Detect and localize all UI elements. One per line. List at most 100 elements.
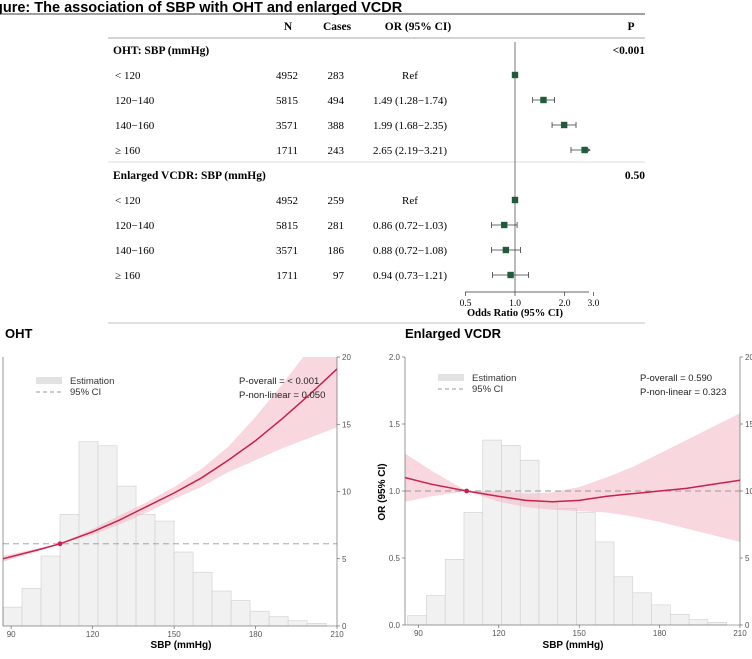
forest-point-estimate bbox=[560, 121, 568, 129]
oht-p-nonlinear: P-non-linear = 0.050 bbox=[239, 390, 325, 401]
forest-row-cases: 283 bbox=[328, 70, 345, 82]
vcdr-x-axis-label: SBP (mmHg) bbox=[543, 640, 604, 651]
oht-right-tick-label: 20 bbox=[342, 354, 351, 362]
oht-reference-point bbox=[57, 541, 63, 547]
vcdr-y-axis-label: OR (95% CI) bbox=[377, 463, 388, 520]
oht-histogram-bar bbox=[21, 588, 42, 627]
vcdr-legend-estimation: Estimation bbox=[472, 373, 516, 384]
vcdr-reference-point bbox=[464, 488, 470, 494]
group-label-oht: OHT: SBP (mmHg) bbox=[113, 45, 209, 57]
oht-right-tick-label: 10 bbox=[342, 488, 351, 497]
vcdr-ci-band bbox=[405, 413, 740, 542]
group-p-vcdr: 0.50 bbox=[625, 170, 645, 182]
forest-x-tick-label: 1.0 bbox=[509, 299, 521, 309]
oht-histogram-bar bbox=[306, 623, 327, 627]
vcdr-p-nonlinear: P-non-linear = 0.323 bbox=[640, 387, 726, 398]
vcdr-legend-ci: 95% CI bbox=[472, 384, 503, 395]
forest-row-label: ≥ 160 bbox=[115, 145, 141, 157]
forest-row-cases: 186 bbox=[328, 245, 345, 257]
forest-row-label: 140−160 bbox=[115, 245, 155, 257]
oht-spline-plot: 90 120 150 180 210 0 5 10 15 20 Estimation 95% C… bbox=[2, 354, 351, 651]
oht-x-tick-label: 120 bbox=[86, 630, 100, 639]
oht-histogram-bar bbox=[135, 514, 156, 627]
vcdr-histogram-bar bbox=[670, 613, 690, 626]
vcdr-right-tick-label: 0 bbox=[745, 621, 750, 630]
figure-title: gure: The association of SBP with OHT an… bbox=[0, 0, 403, 16]
forest-row-or-text: Ref bbox=[402, 70, 418, 82]
forest-row-cases: 388 bbox=[328, 120, 345, 132]
vcdr-x-tick-label: 180 bbox=[653, 629, 667, 638]
forest-x-tick-label: 3.0 bbox=[588, 299, 600, 309]
vcdr-histogram-bar bbox=[651, 604, 671, 626]
forest-row-n: 5815 bbox=[276, 220, 299, 232]
vcdr-histogram-bar bbox=[519, 459, 540, 626]
vcdr-histogram-bar bbox=[576, 512, 596, 626]
vcdr-histogram-bar bbox=[444, 559, 465, 626]
oht-histogram-bar bbox=[173, 551, 194, 627]
col-header-cases: Cases bbox=[323, 21, 352, 33]
vcdr-histogram-bar bbox=[594, 541, 615, 626]
vcdr-histogram-bar bbox=[482, 439, 502, 626]
oht-histogram-bar bbox=[40, 555, 61, 627]
oht-histogram-bar bbox=[97, 445, 118, 627]
vcdr-y-tick-label: 1.5 bbox=[389, 420, 401, 429]
oht-panel-title: OHT bbox=[5, 326, 33, 341]
forest-point-estimate bbox=[511, 71, 519, 79]
vcdr-right-tick-label: 5 bbox=[745, 554, 750, 563]
forest-point-estimate bbox=[507, 271, 514, 279]
forest-point-estimate bbox=[540, 96, 547, 104]
oht-histogram-bar bbox=[154, 520, 175, 627]
vcdr-x-tick-label: 150 bbox=[573, 629, 587, 638]
vcdr-right-tick-label: 15 bbox=[745, 420, 752, 429]
vcdr-histogram-bar bbox=[501, 445, 521, 626]
oht-x-tick-label: 90 bbox=[7, 630, 16, 639]
oht-x-tick-label: 150 bbox=[167, 630, 181, 639]
forest-row-n: 4952 bbox=[276, 70, 298, 82]
forest-x-tick-label: 2.0 bbox=[559, 299, 571, 309]
forest-row-label: 140−160 bbox=[115, 120, 155, 132]
vcdr-x-tick-label: 120 bbox=[492, 629, 506, 638]
forest-point-estimate bbox=[501, 221, 508, 229]
group-p-oht: <0.001 bbox=[613, 45, 646, 57]
oht-right-tick-label: 0 bbox=[342, 622, 347, 631]
forest-row-n: 3571 bbox=[276, 245, 298, 257]
forest-plot: N Cases OR (95% CI) P OHT: SBP (mmHg) <0… bbox=[0, 13, 646, 324]
vcdr-right-tick-label: 10 bbox=[745, 487, 752, 496]
forest-x-axis-label: Odds Ratio (95% CI) bbox=[467, 308, 563, 319]
forest-row-label: < 120 bbox=[115, 70, 141, 82]
vcdr-histogram-bar bbox=[557, 508, 577, 626]
forest-point-estimate bbox=[502, 246, 510, 254]
vcdr-histogram-bar bbox=[632, 592, 652, 626]
forest-row-or-text: 1.49 (1.28−1.74) bbox=[373, 95, 447, 107]
vcdr-histogram-bar bbox=[707, 622, 727, 626]
col-header-n: N bbox=[284, 21, 293, 33]
oht-histogram-bar bbox=[230, 600, 251, 627]
forest-row-n: 4952 bbox=[276, 195, 298, 207]
forest-row-cases: 281 bbox=[328, 220, 345, 232]
oht-histogram-bar bbox=[287, 620, 308, 627]
oht-right-tick-label: 15 bbox=[342, 420, 351, 429]
vcdr-x-tick-label: 90 bbox=[414, 629, 423, 638]
vcdr-histogram-bar bbox=[688, 619, 709, 626]
forest-row-cases: 97 bbox=[333, 270, 345, 282]
oht-right-tick-label: 5 bbox=[342, 555, 347, 564]
forest-row-or-text: 0.86 (0.72−1.03) bbox=[373, 220, 447, 232]
forest-row-cases: 494 bbox=[328, 95, 345, 107]
forest-point-estimate bbox=[511, 196, 519, 204]
forest-row-label: 120−140 bbox=[115, 220, 155, 232]
forest-row-or-text: 0.88 (0.72−1.08) bbox=[373, 245, 447, 257]
oht-histogram-bar bbox=[2, 606, 23, 627]
vcdr-y-tick-label: 0.5 bbox=[389, 554, 401, 563]
vcdr-histogram-bar bbox=[426, 595, 446, 626]
forest-x-tick-label: 0.5 bbox=[460, 299, 472, 309]
vcdr-y-tick-label: 1.0 bbox=[389, 487, 401, 496]
oht-histogram-bar bbox=[268, 616, 289, 627]
forest-row-cases: 259 bbox=[328, 195, 345, 207]
oht-legend-estimation-swatch bbox=[36, 377, 62, 384]
vcdr-p-overall: P-overall = 0.590 bbox=[640, 373, 712, 384]
forest-row-label: < 120 bbox=[115, 195, 141, 207]
oht-p-overall: P-overall = < 0.001 bbox=[239, 376, 319, 387]
col-header-or: OR (95% CI) bbox=[385, 21, 452, 33]
oht-histogram-bar bbox=[59, 514, 80, 627]
vcdr-x-tick-label: 210 bbox=[733, 629, 747, 638]
